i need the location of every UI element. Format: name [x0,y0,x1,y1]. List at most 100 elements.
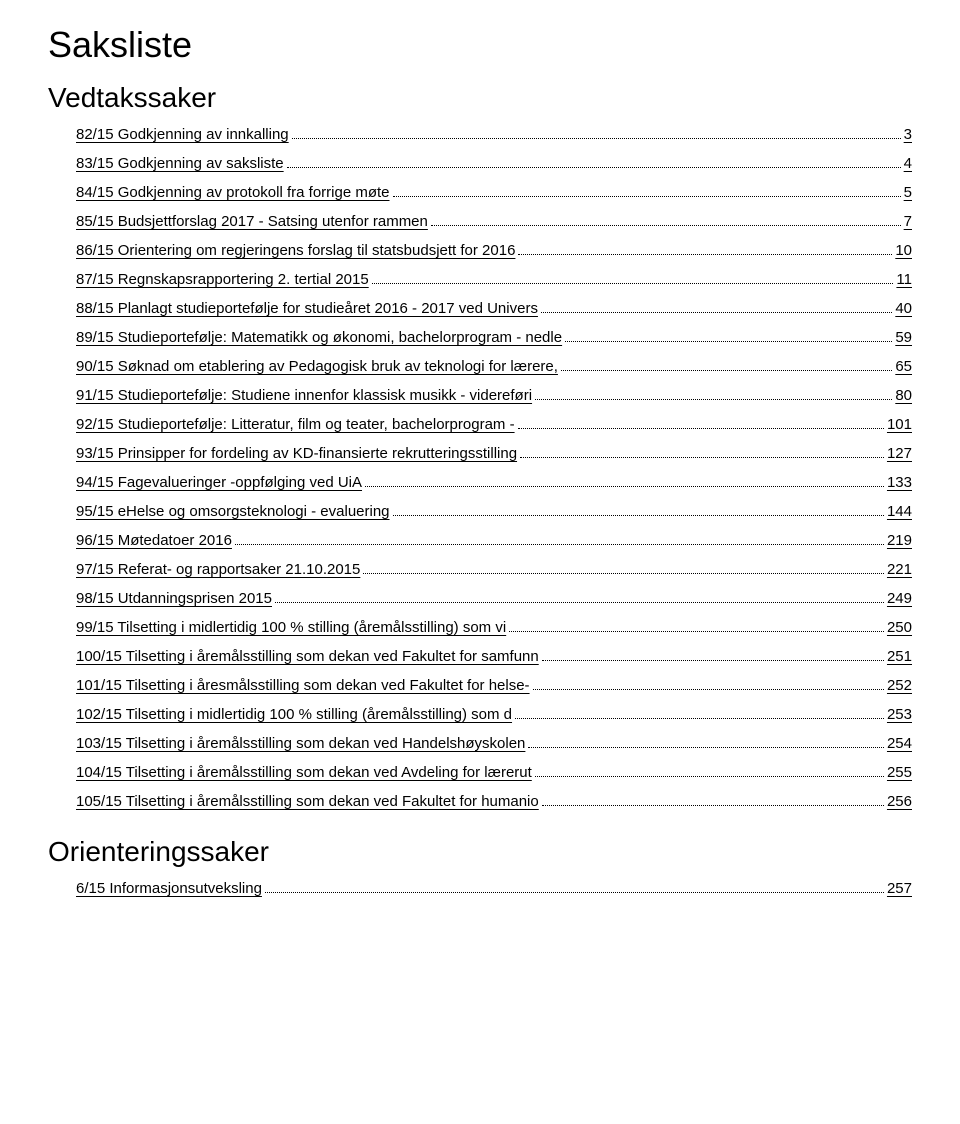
toc-page-number: 255 [887,762,912,783]
toc-page-number: 40 [895,298,912,319]
toc-page-number: 4 [904,153,912,174]
section-heading: Vedtakssaker [48,82,912,114]
toc-page-number: 251 [887,646,912,667]
toc-row[interactable]: 6/15 Informasjonsutveksling 257 [76,878,912,899]
toc-label: 90/15 Søknad om etablering av Pedagogisk… [76,356,558,377]
toc-leader-dots [561,370,892,371]
toc-row[interactable]: 85/15 Budsjettforslag 2017 - Satsing ute… [76,211,912,232]
toc-label: 85/15 Budsjettforslag 2017 - Satsing ute… [76,211,428,232]
toc-leader-dots [533,689,884,690]
toc-leader-dots [528,747,884,748]
toc-leader-dots [292,138,901,139]
toc-row[interactable]: 100/15 Tilsetting i åremålsstilling som … [76,646,912,667]
toc-page-number: 7 [904,211,912,232]
toc-page-number: 65 [895,356,912,377]
toc-leader-dots [393,196,901,197]
toc-row[interactable]: 90/15 Søknad om etablering av Pedagogisk… [76,356,912,377]
toc-page-number: 257 [887,878,912,899]
toc-page-number: 101 [887,414,912,435]
toc-leader-dots [535,399,892,400]
toc-label: 84/15 Godkjenning av protokoll fra forri… [76,182,390,203]
toc-page-number: 59 [895,327,912,348]
toc-label: 6/15 Informasjonsutveksling [76,878,262,899]
toc-page-number: 221 [887,559,912,580]
toc-row[interactable]: 104/15 Tilsetting i åremålsstilling som … [76,762,912,783]
toc-row[interactable]: 86/15 Orientering om regjeringens forsla… [76,240,912,261]
toc-leader-dots [509,631,884,632]
toc-row[interactable]: 89/15 Studieportefølje: Matematikk og øk… [76,327,912,348]
toc-row[interactable]: 101/15 Tilsetting i åresmålsstilling som… [76,675,912,696]
toc-label: 97/15 Referat- og rapportsaker 21.10.201… [76,559,360,580]
toc-leader-dots [542,660,884,661]
toc-label: 94/15 Fagevalueringer -oppfølging ved Ui… [76,472,362,493]
toc-row[interactable]: 92/15 Studieportefølje: Litteratur, film… [76,414,912,435]
toc-page-number: 80 [895,385,912,406]
toc-container: Vedtakssaker 82/15 Godkjenning av innkall… [48,82,912,899]
toc-leader-dots [518,428,884,429]
toc-row[interactable]: 102/15 Tilsetting i midlertidig 100 % st… [76,704,912,725]
toc-row[interactable]: 103/15 Tilsetting i åremålsstilling som … [76,733,912,754]
toc-row[interactable]: 91/15 Studieportefølje: Studiene innenfo… [76,385,912,406]
toc-leader-dots [363,573,884,574]
toc-label: 93/15 Prinsipper for fordeling av KD-fin… [76,443,517,464]
toc-leader-dots [431,225,901,226]
toc-label: 100/15 Tilsetting i åremålsstilling som … [76,646,539,667]
toc-page-number: 127 [887,443,912,464]
toc-row[interactable]: 82/15 Godkjenning av innkalling3 [76,124,912,145]
toc-row[interactable]: 94/15 Fagevalueringer -oppfølging ved Ui… [76,472,912,493]
toc-leader-dots [535,776,884,777]
toc-leader-dots [393,515,884,516]
toc-page-number: 3 [904,124,912,145]
toc-label: 98/15 Utdanningsprisen 2015 [76,588,272,609]
toc-leader-dots [541,312,892,313]
toc-page-number: 5 [904,182,912,203]
toc-leader-dots [372,283,894,284]
page-title: Saksliste [48,24,912,66]
toc-page-number: 133 [887,472,912,493]
toc-row[interactable]: 105/15 Tilsetting i åremålsstilling som … [76,791,912,812]
toc-label: 105/15 Tilsetting i åremålsstilling som … [76,791,539,812]
toc-leader-dots [365,486,884,487]
toc-label: 95/15 eHelse og omsorgsteknologi - evalu… [76,501,390,522]
toc-label: 83/15 Godkjenning av saksliste [76,153,284,174]
toc-leader-dots [518,254,892,255]
toc-leader-dots [235,544,884,545]
toc-row[interactable]: 98/15 Utdanningsprisen 2015249 [76,588,912,609]
section-heading: Orienteringssaker [48,836,912,868]
toc-page-number: 256 [887,791,912,812]
toc-list: 82/15 Godkjenning av innkalling3 83/15 Go… [76,124,912,812]
toc-row[interactable]: 97/15 Referat- og rapportsaker 21.10.201… [76,559,912,580]
toc-label: 86/15 Orientering om regjeringens forsla… [76,240,515,261]
toc-page-number: 253 [887,704,912,725]
toc-label: 101/15 Tilsetting i åresmålsstilling som… [76,675,530,696]
toc-leader-dots [287,167,901,168]
toc-label: 96/15 Møtedatoer 2016 [76,530,232,551]
toc-label: 91/15 Studieportefølje: Studiene innenfo… [76,385,532,406]
toc-row[interactable]: 88/15 Planlagt studieportefølje for stud… [76,298,912,319]
toc-row[interactable]: 83/15 Godkjenning av saksliste 4 [76,153,912,174]
toc-leader-dots [565,341,892,342]
toc-label: 102/15 Tilsetting i midlertidig 100 % st… [76,704,512,725]
toc-page-number: 144 [887,501,912,522]
toc-label: 103/15 Tilsetting i åremålsstilling som … [76,733,525,754]
toc-row[interactable]: 99/15 Tilsetting i midlertidig 100 % sti… [76,617,912,638]
toc-leader-dots [265,892,884,893]
toc-row[interactable]: 96/15 Møtedatoer 2016 219 [76,530,912,551]
toc-label: 88/15 Planlagt studieportefølje for stud… [76,298,538,319]
toc-page-number: 11 [896,269,912,290]
toc-page-number: 252 [887,675,912,696]
toc-leader-dots [542,805,884,806]
toc-row[interactable]: 87/15 Regnskapsrapportering 2. tertial 2… [76,269,912,290]
toc-row[interactable]: 93/15 Prinsipper for fordeling av KD-fin… [76,443,912,464]
toc-page-number: 250 [887,617,912,638]
toc-label: 89/15 Studieportefølje: Matematikk og øk… [76,327,562,348]
toc-list: 6/15 Informasjonsutveksling 257 [76,878,912,899]
toc-row[interactable]: 84/15 Godkjenning av protokoll fra forri… [76,182,912,203]
toc-row[interactable]: 95/15 eHelse og omsorgsteknologi - evalu… [76,501,912,522]
toc-label: 99/15 Tilsetting i midlertidig 100 % sti… [76,617,506,638]
toc-page-number: 254 [887,733,912,754]
toc-leader-dots [275,602,884,603]
toc-label: 92/15 Studieportefølje: Litteratur, film… [76,414,515,435]
toc-page-number: 219 [887,530,912,551]
toc-label: 104/15 Tilsetting i åremålsstilling som … [76,762,532,783]
